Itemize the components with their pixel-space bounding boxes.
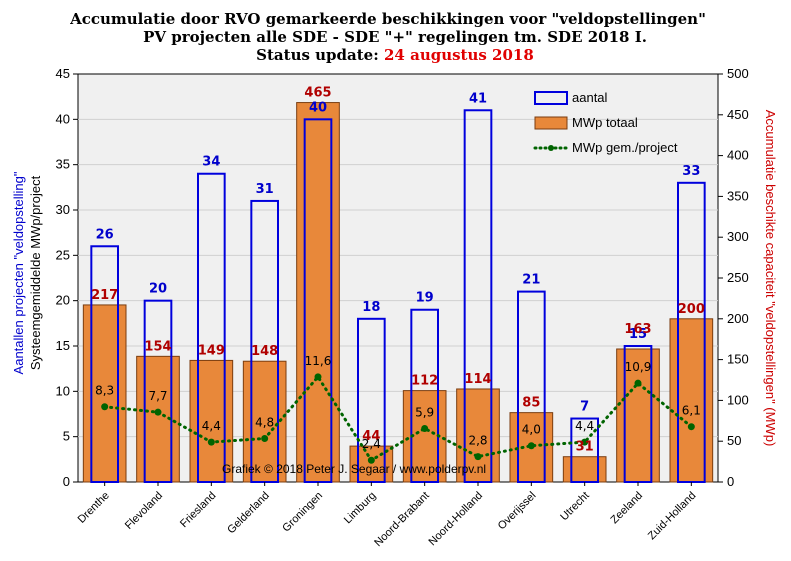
- avg-point: [154, 408, 162, 416]
- y-axis-left-label-1: Aantallen projecten "veldopstelling": [11, 171, 26, 374]
- chart-status-line: Status update: 24 augustus 2018: [256, 46, 534, 64]
- data-label-avg: 11,6: [305, 354, 332, 368]
- data-label-aantal: 34: [202, 155, 220, 170]
- avg-point: [367, 456, 375, 464]
- data-label-avg: 8,3: [95, 384, 114, 398]
- y-tick-label-left: 0: [63, 474, 70, 489]
- bar-mwp-totaal: [296, 102, 340, 483]
- avg-point: [101, 403, 109, 411]
- avg-point: [421, 425, 429, 433]
- data-label-avg: 6,1: [682, 404, 701, 418]
- y-tick-label-left: 45: [56, 66, 70, 81]
- data-label-aantal: 31: [256, 182, 274, 197]
- y-tick-label-left: 40: [56, 111, 70, 126]
- status-label: Status update:: [256, 46, 384, 64]
- data-label-aantal: 33: [682, 164, 700, 179]
- legend-swatch-avg-marker: [548, 145, 554, 151]
- legend-swatch-aantal: [534, 91, 568, 105]
- y-tick-label-right: 250: [727, 270, 749, 285]
- y-tick-label-right: 100: [727, 392, 749, 407]
- data-label-mwp-totaal: 112: [411, 374, 438, 389]
- avg-point: [687, 423, 695, 431]
- avg-point: [207, 438, 215, 446]
- data-label-aantal: 15: [629, 327, 647, 342]
- y-tick-label-right: 400: [727, 148, 749, 163]
- avg-point: [527, 442, 535, 450]
- data-label-aantal: 18: [362, 300, 380, 315]
- avg-point: [474, 453, 482, 461]
- y-tick-label-right: 500: [727, 66, 749, 81]
- data-label-avg: 7,7: [148, 389, 167, 403]
- legend-label-avg: MWp gem./project: [572, 140, 678, 155]
- data-label-mwp-totaal: 217: [91, 288, 118, 303]
- y-tick-label-left: 15: [56, 338, 70, 353]
- legend-swatch-mwp-totaal: [534, 116, 568, 130]
- data-label-mwp-totaal: 148: [251, 344, 278, 359]
- data-label-mwp-totaal: 154: [144, 339, 171, 354]
- data-label-avg: 5,9: [415, 406, 434, 420]
- status-date: 24 augustus 2018: [384, 46, 534, 64]
- chart-title-line2: PV projecten alle SDE - SDE "+" regeling…: [143, 28, 647, 46]
- y-tick-label-right: 200: [727, 311, 749, 326]
- chart-title-line1: Accumulatie door RVO gemarkeerde beschik…: [69, 10, 706, 28]
- data-label-avg: 2,4: [362, 437, 381, 451]
- y-tick-label-left: 10: [56, 383, 70, 398]
- data-label-mwp-totaal: 465: [304, 86, 331, 101]
- data-label-aantal: 41: [469, 91, 487, 106]
- data-label-mwp-totaal: 31: [576, 440, 594, 455]
- data-label-aantal: 40: [309, 100, 327, 115]
- data-label-mwp-totaal: 114: [464, 372, 491, 387]
- data-label-mwp-totaal: 85: [522, 396, 540, 411]
- y-tick-label-right: 150: [727, 352, 749, 367]
- data-label-aantal: 7: [580, 400, 589, 415]
- y-tick-label-right: 0: [727, 474, 734, 489]
- avg-point: [261, 434, 269, 442]
- avg-point: [634, 379, 642, 387]
- data-label-mwp-totaal: 163: [624, 322, 651, 337]
- bar-mwp-totaal: [136, 355, 180, 483]
- avg-line: [101, 373, 695, 464]
- legend-label-mwp-totaal: MWp totaal: [572, 115, 638, 130]
- data-label-avg: 4,4: [575, 419, 594, 433]
- data-label-aantal: 20: [149, 282, 167, 297]
- chart-credit: Grafiek © 2018 Peter J. Segaar / www.pol…: [222, 462, 486, 476]
- y-tick-label-right: 50: [727, 433, 741, 448]
- data-label-avg: 4,0: [522, 423, 541, 437]
- bar-mwp-totaal: [562, 456, 607, 483]
- data-label-mwp-totaal: 44: [362, 429, 380, 444]
- avg-point: [314, 373, 322, 381]
- y-axis-left-label-2: Systeemgemiddelde MWp/project: [28, 175, 43, 370]
- legend: aantal MWp totaal MWp gem./project: [533, 90, 678, 155]
- data-label-avg: 2,8: [468, 434, 487, 448]
- y-tick-label-left: 35: [56, 157, 70, 172]
- y-tick-label-left: 5: [63, 429, 70, 444]
- bar-mwp-totaal: [669, 318, 714, 483]
- grid-lines: [78, 118, 718, 438]
- data-label-aantal: 26: [96, 227, 114, 242]
- y-axis-right-label: Accumulatie beschikte capaciteit "veldop…: [763, 110, 778, 447]
- y-tick-label-left: 25: [56, 247, 70, 262]
- y-tick-label-left: 30: [56, 202, 70, 217]
- y-tick-label-left: 20: [56, 293, 70, 308]
- data-label-aantal: 21: [522, 273, 540, 288]
- data-label-avg: 4,4: [202, 419, 221, 433]
- data-label-avg: 10,9: [625, 360, 652, 374]
- data-label-mwp-totaal: 149: [198, 343, 225, 358]
- data-label-aantal: 19: [416, 291, 434, 306]
- avg-polyline: [103, 374, 693, 463]
- y-tick-label-right: 350: [727, 188, 749, 203]
- data-label-avg: 4,8: [255, 415, 274, 429]
- y-tick-label-right: 300: [727, 229, 749, 244]
- legend-label-aantal: aantal: [572, 90, 608, 105]
- avg-point: [581, 438, 589, 446]
- y-tick-label-right: 450: [727, 107, 749, 122]
- data-label-mwp-totaal: 200: [678, 302, 705, 317]
